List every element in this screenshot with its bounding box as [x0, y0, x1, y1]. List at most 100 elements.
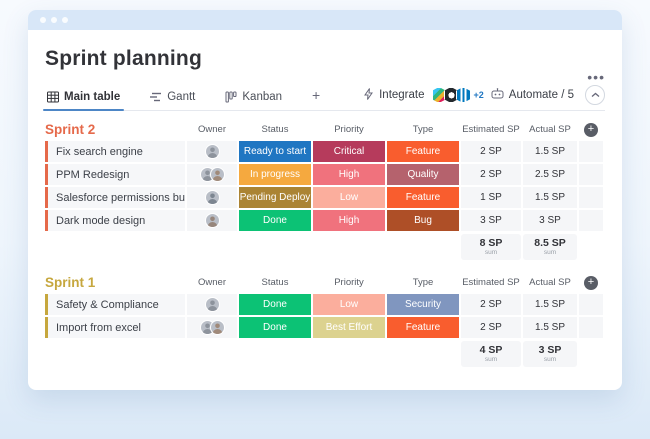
sum-value: 4 SP: [479, 343, 503, 356]
page-title: Sprint planning: [45, 47, 202, 70]
type-badge[interactable]: Feature: [387, 317, 459, 338]
sum-caption: sum: [484, 248, 498, 256]
empty-cell: [579, 164, 603, 185]
estimated-sp-cell[interactable]: 1 SP: [461, 187, 521, 208]
item-name[interactable]: Safety & Compliance: [45, 294, 185, 315]
owner-cell[interactable]: [187, 294, 237, 315]
status-badge[interactable]: In progress: [239, 164, 311, 185]
table-row: Import from excel Done Best Effort Featu…: [45, 317, 605, 338]
integrate-button[interactable]: Integrate: [363, 87, 425, 103]
actual-sp-cell[interactable]: 1.5 SP: [523, 294, 577, 315]
priority-badge[interactable]: High: [313, 164, 385, 185]
tab-gantt[interactable]: Gantt: [148, 91, 197, 110]
type-badge[interactable]: Security: [387, 294, 459, 315]
table-row: Fix search engine Ready to start Critica…: [45, 141, 605, 162]
sum-value: 8 SP: [479, 236, 503, 249]
owner-cell[interactable]: [187, 317, 237, 338]
table-icon: [47, 91, 59, 103]
column-header-priority[interactable]: Priority: [334, 277, 364, 288]
actual-sp-sum: 8.5 SP sum: [523, 234, 577, 260]
column-header-type[interactable]: Type: [412, 277, 434, 288]
status-badge[interactable]: Done: [239, 210, 311, 231]
add-view-tab[interactable]: +: [310, 87, 322, 110]
group-sprint-1: Sprint 1 Owner Status Priority Type Esti…: [45, 275, 605, 367]
type-badge[interactable]: Quality: [387, 164, 459, 185]
priority-badge[interactable]: High: [313, 210, 385, 231]
sum-value: 8.5 SP: [534, 236, 566, 249]
status-badge[interactable]: Pending Deploy: [239, 187, 311, 208]
board: Sprint 2 Owner Status Priority Type Esti…: [45, 122, 605, 367]
column-header-owner[interactable]: Owner: [198, 277, 226, 288]
status-badge[interactable]: Done: [239, 317, 311, 338]
column-header-status[interactable]: Status: [261, 124, 289, 135]
gantt-icon: [150, 92, 162, 102]
estimated-sp-cell[interactable]: 2 SP: [461, 317, 521, 338]
estimated-sp-cell[interactable]: 2 SP: [461, 294, 521, 315]
automate-label: Automate / 5: [508, 89, 574, 101]
owner-cell[interactable]: [187, 187, 237, 208]
column-header-estimated-sp[interactable]: Estimated SP: [462, 124, 520, 135]
actual-sp-cell[interactable]: 3 SP: [523, 210, 577, 231]
group-title[interactable]: Sprint 2: [45, 122, 96, 137]
collapse-header-button[interactable]: [585, 85, 605, 105]
estimated-sp-cell[interactable]: 3 SP: [461, 210, 521, 231]
column-header-actual-sp[interactable]: Actual SP: [529, 277, 571, 288]
item-name[interactable]: PPM Redesign: [45, 164, 185, 185]
actual-sp-cell[interactable]: 1.5 SP: [523, 187, 577, 208]
group-header: Sprint 2 Owner Status Priority Type Esti…: [45, 122, 605, 137]
add-column-button[interactable]: +: [584, 275, 598, 290]
empty-cell: [579, 187, 603, 208]
avatar: [204, 213, 220, 228]
table-row: Salesforce permissions bug Pending Deplo…: [45, 187, 605, 208]
add-column-button[interactable]: +: [584, 122, 598, 137]
group-header: Sprint 1 Owner Status Priority Type Esti…: [45, 275, 605, 290]
column-header-estimated-sp[interactable]: Estimated SP: [462, 277, 520, 288]
estimated-sp-cell[interactable]: 2 SP: [461, 164, 521, 185]
column-header-type[interactable]: Type: [412, 124, 434, 135]
actual-sp-sum: 3 SP sum: [523, 341, 577, 367]
trello-icon[interactable]: [455, 87, 471, 103]
actual-sp-cell[interactable]: 1.5 SP: [523, 141, 577, 162]
column-header-status[interactable]: Status: [261, 277, 289, 288]
window-dot-icon: [40, 17, 46, 23]
board-menu-button[interactable]: •••: [587, 69, 605, 85]
integrate-label: Integrate: [379, 89, 425, 101]
automate-button[interactable]: Automate / 5: [491, 88, 574, 102]
avatar: [204, 144, 220, 159]
empty-cell: [579, 210, 603, 231]
column-header-owner[interactable]: Owner: [198, 124, 226, 135]
table-row: PPM Redesign In progress High Quality 2 …: [45, 164, 605, 185]
type-badge[interactable]: Bug: [387, 210, 459, 231]
type-badge[interactable]: Feature: [387, 141, 459, 162]
integrate-icon: [363, 87, 374, 103]
tab-kanban[interactable]: Kanban: [223, 91, 284, 110]
item-name[interactable]: Fix search engine: [45, 141, 185, 162]
tab-main-table[interactable]: Main table: [42, 91, 125, 111]
owner-cell[interactable]: [187, 210, 237, 231]
item-name[interactable]: Import from excel: [45, 317, 185, 338]
item-name[interactable]: Salesforce permissions bug: [45, 187, 185, 208]
type-badge[interactable]: Feature: [387, 187, 459, 208]
priority-badge[interactable]: Critical: [313, 141, 385, 162]
priority-badge[interactable]: Low: [313, 187, 385, 208]
tab-label: Main table: [64, 91, 121, 103]
group-title[interactable]: Sprint 1: [45, 275, 96, 290]
owner-cell[interactable]: [187, 141, 237, 162]
column-header-actual-sp[interactable]: Actual SP: [529, 124, 571, 135]
column-header-priority[interactable]: Priority: [334, 124, 364, 135]
sum-value: 3 SP: [538, 343, 562, 356]
actual-sp-cell[interactable]: 2.5 SP: [523, 164, 577, 185]
priority-badge[interactable]: Low: [313, 294, 385, 315]
board-toolbar: Integrate +2 Automate / 5: [363, 85, 605, 110]
status-badge[interactable]: Ready to start: [239, 141, 311, 162]
estimated-sp-cell[interactable]: 2 SP: [461, 141, 521, 162]
more-integrations-badge[interactable]: +2: [473, 90, 484, 100]
actual-sp-cell[interactable]: 1.5 SP: [523, 317, 577, 338]
priority-badge[interactable]: Best Effort: [313, 317, 385, 338]
group-sprint-2: Sprint 2 Owner Status Priority Type Esti…: [45, 122, 605, 260]
status-badge[interactable]: Done: [239, 294, 311, 315]
owner-cell[interactable]: [187, 164, 237, 185]
item-name[interactable]: Dark mode design: [45, 210, 185, 231]
avatar: [204, 190, 220, 205]
estimated-sp-sum: 4 SP sum: [461, 341, 521, 367]
